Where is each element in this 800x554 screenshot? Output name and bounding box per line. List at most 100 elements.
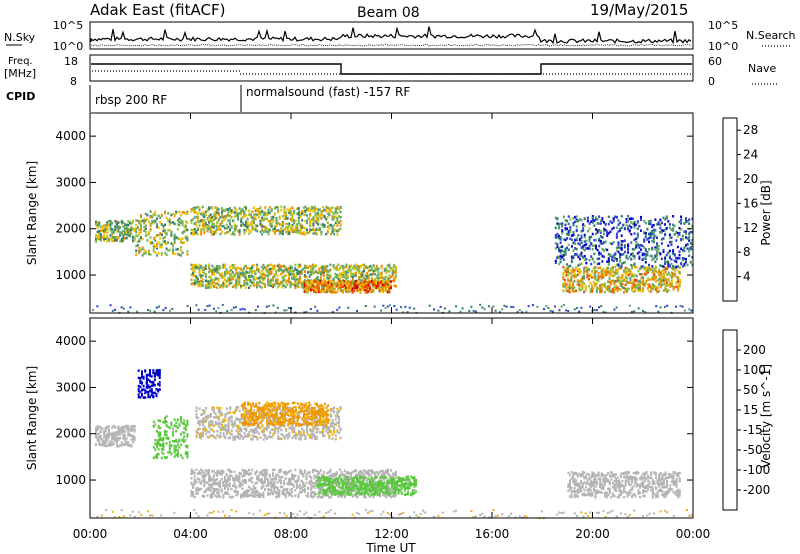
echo-cell: [612, 256, 615, 259]
echo-cell: [175, 453, 178, 457]
echo-cell: [309, 224, 312, 228]
echo-cell: [248, 224, 251, 227]
echo-cell: [554, 226, 557, 230]
echo-cell: [353, 267, 356, 271]
echo-cell: [183, 422, 186, 425]
echo-cell: [691, 248, 694, 251]
echo-cell: [196, 277, 199, 281]
echo-cell: [635, 223, 638, 227]
echo-cell: [257, 277, 260, 280]
echo-cell: [225, 223, 228, 226]
echo-cell: [586, 219, 589, 223]
echo-cell: [261, 229, 264, 232]
echo-cell: [140, 223, 142, 226]
echo-cell: [323, 285, 326, 289]
echo-cell: [662, 229, 665, 232]
echo-cell: [155, 306, 158, 309]
echo-cell: [566, 227, 569, 231]
echo-cell: [680, 237, 683, 241]
echo-cell: [106, 434, 109, 437]
echo-cell: [178, 223, 181, 227]
echo-cell: [149, 227, 152, 231]
echo-cell: [160, 438, 163, 441]
echo-cell: [234, 420, 236, 423]
echo-cell: [633, 248, 636, 251]
echo-cell: [672, 229, 675, 232]
echo-cell: [558, 249, 560, 252]
echo-cell: [107, 239, 110, 243]
echo-cell: [350, 275, 353, 278]
echo-cell: [599, 286, 602, 290]
echo-cell: [264, 226, 267, 229]
echo-cell: [356, 310, 358, 312]
echo-cell: [592, 272, 595, 276]
echo-cell: [689, 242, 692, 245]
echo-cell: [444, 307, 446, 310]
echo-cell: [170, 421, 173, 424]
echo-cell: [342, 279, 345, 282]
echo-cell: [235, 211, 238, 214]
echo-cell: [668, 236, 671, 239]
echo-cell: [685, 236, 687, 239]
echo-cell: [591, 270, 594, 273]
echo-cell: [339, 216, 342, 219]
echo-cell: [571, 269, 574, 272]
echo-cell: [152, 446, 155, 449]
echo-cell: [543, 308, 545, 310]
echo-cell: [598, 251, 601, 254]
echo-cell: [367, 283, 370, 287]
echo-cell: [159, 438, 162, 441]
echo-cell: [272, 284, 274, 287]
echo-cell: [289, 269, 292, 272]
echo-cell: [128, 230, 131, 234]
echo-cell: [222, 280, 225, 284]
echo-cell: [156, 456, 158, 460]
echo-cell: [233, 233, 236, 236]
echo-cell: [307, 207, 310, 210]
echo-cell: [299, 230, 302, 233]
echo-cell: [107, 237, 110, 241]
echo-cell: [564, 253, 567, 256]
echo-cell: [295, 278, 298, 281]
echo-cell: [184, 236, 187, 240]
echo-cell: [103, 229, 106, 233]
echo-cell: [251, 275, 254, 278]
echo-cell: [350, 273, 353, 276]
echo-cell: [109, 220, 112, 223]
echo-cell: [574, 242, 577, 245]
echo-cell: [233, 215, 236, 218]
echo-cell: [280, 231, 283, 235]
echo-cell: [245, 206, 247, 209]
echo-cell: [222, 266, 225, 269]
echo-cell: [644, 231, 647, 235]
echo-cell: [219, 228, 222, 231]
echo-cell: [666, 289, 669, 293]
echo-cell: [597, 274, 600, 278]
echo-cell: [563, 282, 566, 285]
echo-cell: [659, 285, 662, 289]
echo-cell: [135, 228, 138, 231]
echo-cell: [364, 280, 367, 283]
echo-cell: [211, 272, 214, 276]
echo-cell: [603, 241, 605, 244]
echo-cell: [324, 280, 327, 283]
echo-cell: [576, 280, 579, 284]
echo-cell: [143, 218, 146, 221]
echo-cell: [211, 230, 214, 233]
echo-cell: [318, 281, 320, 285]
echo-cell: [607, 232, 610, 235]
echo-cell: [127, 428, 130, 431]
echo-cell: [172, 439, 174, 443]
echo-cell: [580, 239, 583, 243]
echo-cell: [340, 265, 343, 268]
echo-cell: [605, 268, 608, 272]
echo-cell: [157, 426, 160, 430]
echo-cell: [659, 279, 662, 282]
echo-cell: [164, 416, 166, 420]
echo-cell: [628, 224, 631, 227]
echo-cell: [688, 222, 691, 225]
echo-cell: [95, 443, 97, 446]
echo-cell: [119, 436, 122, 440]
echo-cell: [273, 225, 276, 228]
echo-cell: [208, 430, 211, 434]
